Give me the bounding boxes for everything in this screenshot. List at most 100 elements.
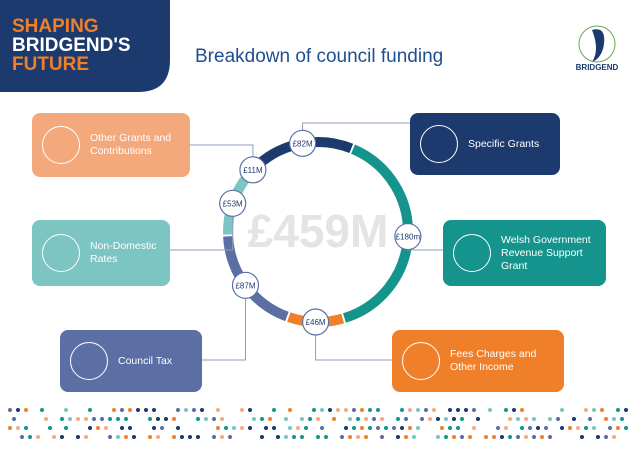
footer-dot (336, 408, 340, 412)
footer-dot (28, 435, 32, 439)
header-line: BRIDGEND'S (12, 35, 131, 56)
value-label: £180m (396, 233, 421, 242)
footer-dot (476, 417, 480, 421)
footer-dot (548, 417, 552, 421)
footer-dot (228, 435, 232, 439)
value-label: £87M (235, 281, 255, 290)
footer-dot (120, 408, 124, 412)
footer-dot (172, 417, 176, 421)
category-label: Specific Grants (468, 138, 539, 151)
footer-dot (112, 408, 116, 412)
footer-dot (572, 417, 576, 421)
footer-dot (540, 435, 544, 439)
footer-dot (568, 426, 572, 430)
footer-dot (584, 426, 588, 430)
value-label: £46M (306, 318, 326, 327)
footer-dot (284, 435, 288, 439)
footer-dot (400, 426, 404, 430)
footer-dot (128, 408, 132, 412)
footer-dot (240, 426, 244, 430)
footer-dot (496, 426, 500, 430)
footer-dot (608, 426, 612, 430)
footer-dot (376, 408, 380, 412)
footer-dot (624, 426, 628, 430)
footer-dot (528, 426, 532, 430)
footer-dot (320, 426, 324, 430)
footer-dot (36, 435, 40, 439)
footer-dot (344, 426, 348, 430)
footer-dot (536, 426, 540, 430)
footer-dot (292, 435, 296, 439)
footer-dot (184, 408, 188, 412)
category-box: Fees Charges and Other Income (392, 330, 564, 392)
footer-dot (300, 435, 304, 439)
footer-dot (120, 426, 124, 430)
footer-dot (588, 417, 592, 421)
footer-dot (604, 417, 608, 421)
footer-dot (412, 435, 416, 439)
footer-dot (24, 408, 28, 412)
footer-dot (344, 408, 348, 412)
footer-dot (396, 417, 400, 421)
footer-dot (488, 408, 492, 412)
footer-dot (84, 417, 88, 421)
footer-dot (316, 417, 320, 421)
center-label: £459M (248, 205, 389, 257)
category-box: Council Tax (60, 330, 202, 392)
footer-dot (136, 408, 140, 412)
footer-dot (556, 417, 560, 421)
footer-dot (448, 408, 452, 412)
footer-dot (260, 435, 264, 439)
category-box: Specific Grants (410, 113, 560, 175)
chart-title: Breakdown of council funding (195, 46, 443, 67)
footer-dot (352, 408, 356, 412)
footer-dot (544, 426, 548, 430)
footer-dot (8, 426, 12, 430)
footer-dot (524, 417, 528, 421)
footer-dot (308, 417, 312, 421)
footer-dot (368, 408, 372, 412)
category-icon (70, 342, 108, 380)
footer-dot (408, 426, 412, 430)
value-label: £11M (243, 166, 263, 175)
footer-dot (320, 408, 324, 412)
footer-dot (432, 408, 436, 412)
footer-dot (52, 435, 56, 439)
footer-dot (224, 426, 228, 430)
footer-dot (612, 435, 616, 439)
footer-dot (348, 435, 352, 439)
footer-dot (532, 435, 536, 439)
footer-dot (456, 426, 460, 430)
footer-dot (460, 435, 464, 439)
footer-dot (100, 417, 104, 421)
footer-dot (88, 408, 92, 412)
footer-dot (288, 426, 292, 430)
header-line: SHAPING (12, 16, 99, 37)
footer-dot (24, 426, 28, 430)
category-label: Non-Domestic Rates (90, 240, 162, 266)
header-line: FUTURE (12, 54, 89, 75)
footer-dot (420, 417, 424, 421)
footer-dot (624, 408, 628, 412)
footer-dot (124, 417, 128, 421)
footer-dot (196, 435, 200, 439)
footer-dot (12, 417, 16, 421)
footer-dot (216, 426, 220, 430)
footer-dot (404, 417, 408, 421)
footer-dot (248, 426, 252, 430)
footer-dot (128, 426, 132, 430)
category-label: Council Tax (118, 355, 172, 368)
footer-dot (240, 408, 244, 412)
page: SHAPING BRIDGEND'S FUTURE Breakdown of c… (0, 0, 637, 450)
footer-dot (108, 435, 112, 439)
footer-dot (64, 426, 68, 430)
footer-dot (524, 435, 528, 439)
footer-dot (60, 435, 64, 439)
footer-dot (312, 408, 316, 412)
footer-dot (360, 426, 364, 430)
footer-dot (356, 435, 360, 439)
footer-dot (260, 417, 264, 421)
footer-dot (500, 435, 504, 439)
footer-dot (560, 426, 564, 430)
footer-dot (204, 417, 208, 421)
